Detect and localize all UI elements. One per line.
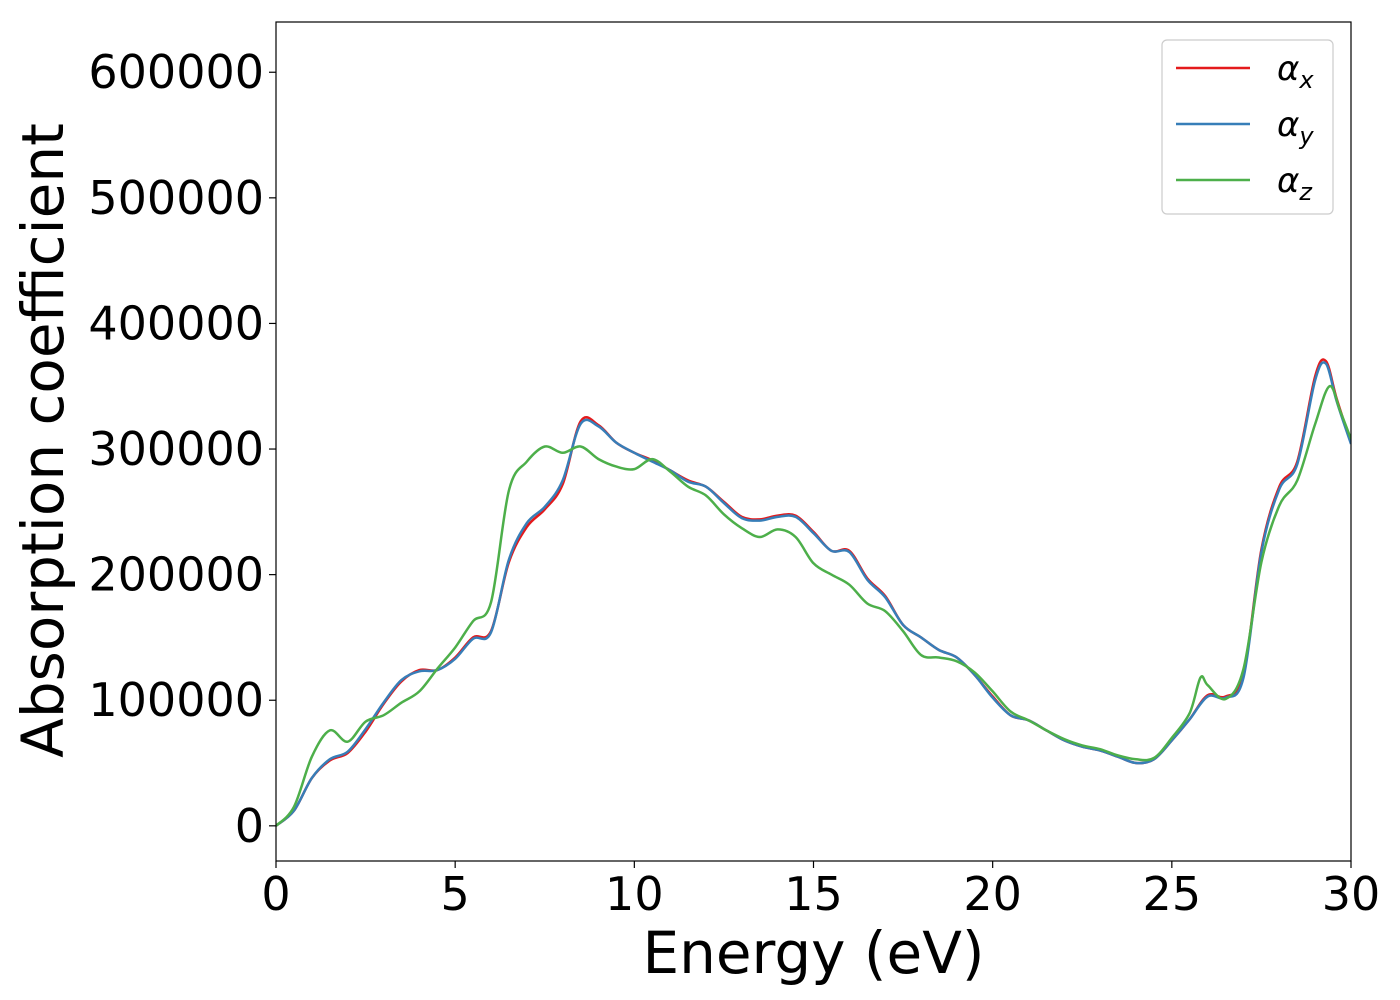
x-tick-label: 0: [261, 867, 290, 921]
y-axis-title: Absorption coefficient: [9, 123, 77, 758]
y-tick-label: 600000: [88, 45, 264, 99]
legend-box: [1161, 39, 1334, 215]
x-axis: 0 5 10 15 20 25 30: [261, 861, 1380, 921]
x-tick-label: 25: [1143, 867, 1202, 921]
y-tick-label: 0: [235, 799, 264, 853]
legend-label-y: αy: [1277, 105, 1314, 150]
x-tick-label: 20: [963, 867, 1022, 921]
y-tick-label: 200000: [88, 548, 264, 602]
x-tick-label: 5: [441, 867, 470, 921]
plot-area: [276, 358, 1351, 827]
y-axis: 0 100000 200000 300000 400000 500000 600000: [88, 45, 276, 853]
y-tick-label: 300000: [88, 422, 264, 476]
x-axis-title: Energy (eV): [642, 919, 984, 987]
series-line-x: [276, 358, 1351, 827]
y-tick-label: 500000: [88, 171, 264, 225]
legend: αx αy αz: [1161, 39, 1334, 215]
x-tick-label: 15: [784, 867, 843, 921]
series-line-y: [276, 361, 1351, 827]
legend-label-x: αx: [1277, 49, 1314, 94]
y-tick-label: 400000: [88, 296, 264, 350]
series-line-z: [276, 384, 1351, 827]
y-tick-label: 100000: [88, 673, 264, 727]
x-tick-label: 30: [1322, 867, 1381, 921]
x-tick-label: 10: [605, 867, 664, 921]
legend-label-z: αz: [1277, 161, 1313, 206]
